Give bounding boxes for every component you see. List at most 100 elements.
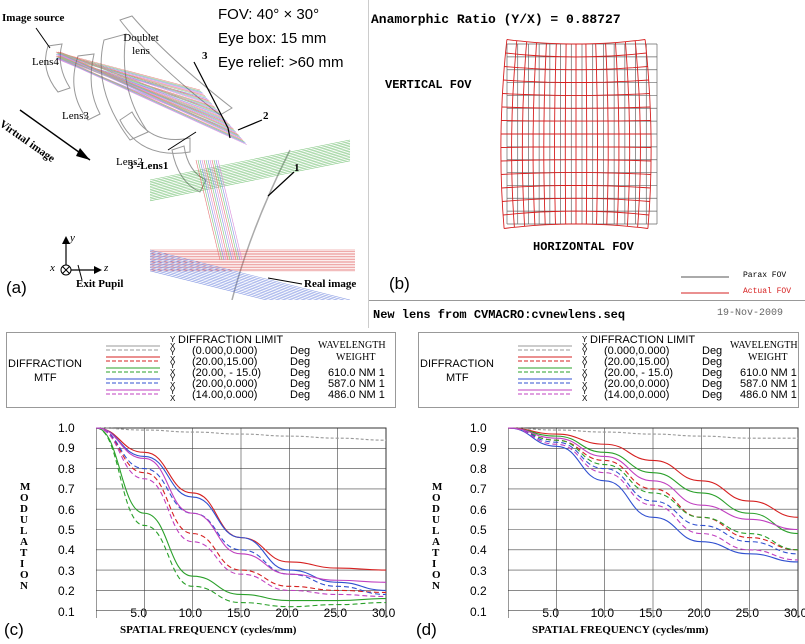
ytick-label: 0.3 [58,563,75,578]
mirror3-outline [119,15,233,116]
ray-line [57,57,246,144]
actual-grid-line [615,42,620,226]
ray-line [149,144,351,186]
ytick-label: 0.8 [58,461,75,476]
xtick-label: 10.0 [178,606,203,620]
distortion-grid [500,39,658,229]
ray-line [149,157,351,198]
xtick-label: 10.0 [590,606,615,620]
mtf-series-line [96,427,387,593]
ray-line [58,58,247,145]
legend-line-samples [518,345,572,395]
ray-line [209,159,235,261]
mtf-series-line [96,427,387,591]
legend-field-mark: Y [582,361,588,370]
xtick-label: 30.0 [372,606,396,620]
actual-grid-line [500,146,652,148]
ray-line [149,141,351,182]
ylabel-letter: T [20,547,28,559]
ray-bundle-lower [149,139,355,300]
ray-line [149,257,320,300]
panel-d: DIFFRACTION MTF DIFFRACTION LIMIT WAVELENGT… [416,332,805,644]
ray-line [55,51,229,124]
mtf-series-line [96,427,387,598]
ytick-label: 0.9 [470,441,487,456]
actual-grid-line [502,197,650,202]
ylabel-letter: I [432,558,437,570]
pointer-exit-pupil [77,264,83,281]
legend-diffraction-label: DIFFRACTION [420,358,494,370]
ytick-label: 1.0 [58,421,75,435]
ray-line [149,264,294,300]
ray-line [207,159,233,261]
pointer-1 [267,171,295,197]
mtf-series-line [508,427,799,561]
ray-line [55,51,201,91]
legend-parax-label: Parax FOV [743,271,787,280]
legend-field-mark: X [170,393,176,403]
ylabel-letter: O [20,492,29,504]
ytick-label: 0.1 [58,604,75,619]
ylabel-letter: O [432,569,441,581]
mtf-plot [508,427,799,618]
ray-line [149,147,351,189]
legend-field-unit: Deg [290,356,311,368]
label-doublet: Doublet lens [123,32,159,57]
label-number-1: 1 [294,162,300,174]
ylabel-letter: U [20,514,28,526]
label-exit-pupil: Exit Pupil [76,278,124,290]
ray-line [149,260,307,300]
label-lens3: Lens3 [62,110,89,122]
actual-grid-line [644,39,652,229]
label-lens2: Lens2 [116,156,143,168]
label-number-3: 3 [202,50,208,62]
legend-field-value: (20.00,15.00) [192,356,258,368]
legend-field-value: (14.00,0.000) [604,389,670,401]
legend-wavelength: 486.0 NM 1 [328,389,385,401]
ytick-label: 0.1 [470,604,487,619]
legend-field-mark: Y [582,348,588,357]
actual-grid-line [585,43,588,225]
ray-line [149,160,351,202]
legend-field-unit: Deg [702,367,723,379]
legend-wavelength-header: WAVELENGTH [318,340,386,351]
ray-line [213,159,239,261]
panel-label-a: (a) [6,278,27,297]
legend-field-value: (0.000,0.000) [604,345,670,357]
legend-field-value: (20.00,0.000) [604,378,670,390]
ylabel-letter: A [432,536,440,548]
panel-label: (c) [4,620,24,639]
legend-field-unit: Deg [702,356,723,368]
ray-line [149,249,351,300]
pointer-lens1 [167,131,197,151]
legend-diffraction-label: DIFFRACTION [8,358,82,370]
pointer-image-source [35,27,51,49]
legend-wavelength: 610.0 NM 1 [740,367,797,379]
legend-field-mark: X [170,341,176,351]
ytick-label: 0.9 [58,441,75,456]
ray-line [149,152,351,194]
ylabel-letter: T [432,547,440,559]
ray-line [149,155,351,197]
axis-x-cross-2 [62,266,70,274]
ytick-label: 0.6 [58,502,75,517]
ray-line [56,56,245,143]
ylabel-letter: L [432,525,440,537]
legend-field-mark: Y [582,335,588,344]
axis-y-arrowhead [62,236,70,244]
ytick-label: 0.7 [470,482,487,497]
virtual-image-arrowhead [76,148,90,160]
lens2-outline [119,111,191,154]
legend-field-unit: Deg [290,378,311,390]
vertical-fov-label: VERTICAL FOV [385,78,472,92]
legend-field-mark: X [582,341,588,351]
legend-wavelength-header: WAVELENGTH [730,340,798,351]
mtf-series-line [508,427,799,535]
plot-frame [96,427,387,618]
legend-field-mark: X [170,367,176,377]
ytick-label: 0.6 [470,502,487,517]
label-axis-z: z [104,262,109,274]
legend-field-value: (20.00, - 15.0) [604,367,674,379]
ray-line [149,270,269,300]
legend-field-mark: X [170,354,176,364]
